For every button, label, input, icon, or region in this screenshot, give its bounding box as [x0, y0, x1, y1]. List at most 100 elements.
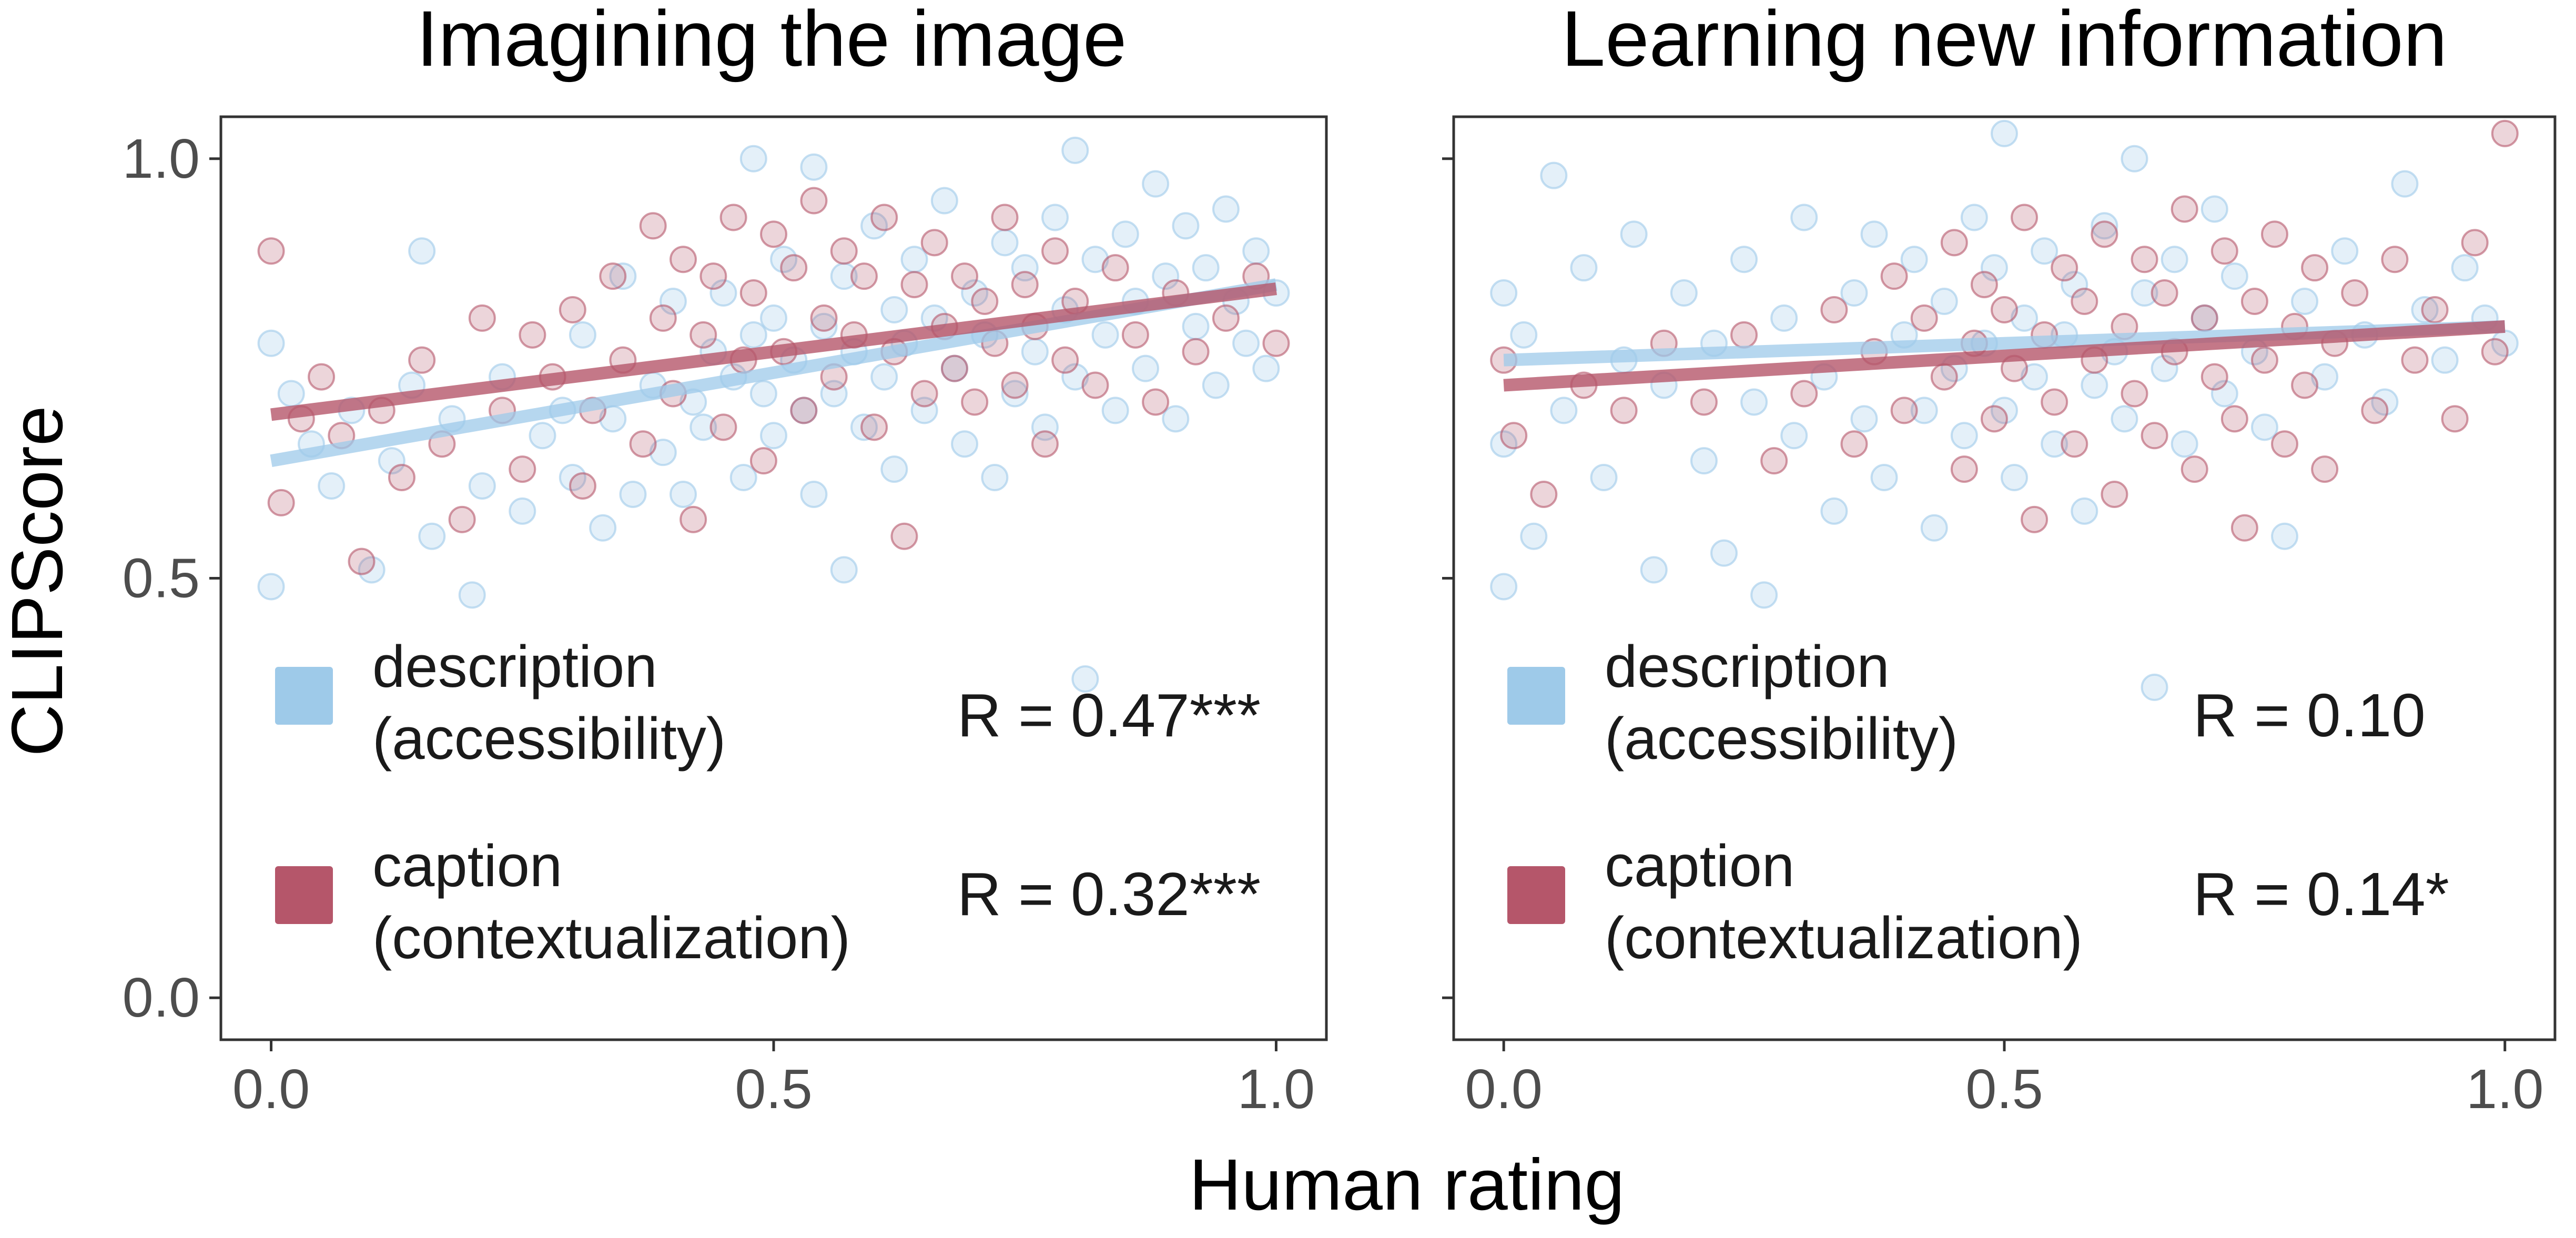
stat-caption: R = 0.14*	[2193, 860, 2449, 928]
data-point	[2331, 237, 2359, 265]
axis-ticks: 0.0 0.5 1.0 0.0 0.5 1.0	[123, 128, 1315, 1120]
data-point	[2311, 363, 2339, 391]
data-point	[559, 296, 586, 323]
data-point	[2081, 371, 2108, 399]
data-point	[1172, 212, 1200, 240]
data-point	[1232, 329, 1260, 357]
data-point	[1182, 312, 1210, 340]
data-point	[2121, 380, 2148, 408]
data-point	[2101, 480, 2128, 508]
panel-border	[1452, 115, 2557, 1041]
legend-line: description	[372, 634, 657, 699]
data-point	[2091, 212, 2118, 240]
data-point	[1950, 455, 1978, 483]
data-point	[1001, 380, 1029, 408]
data-point	[2200, 363, 2228, 391]
data-point	[2051, 254, 2078, 282]
data-point	[749, 380, 777, 408]
data-point	[649, 304, 677, 332]
data-point	[830, 556, 858, 584]
legend: description (accessibility) R = 0.47*** c…	[275, 634, 1261, 971]
legend-line: caption	[1605, 833, 1794, 899]
legend: description (accessibility) R = 0.10 capt…	[1507, 634, 2449, 971]
legend-swatch-caption	[1507, 866, 1565, 924]
legend-line: (accessibility)	[1605, 706, 1958, 772]
data-point	[1061, 136, 1089, 164]
data-point	[2230, 514, 2258, 542]
data-point	[1690, 388, 1718, 416]
data-point	[719, 204, 747, 231]
data-point	[1530, 480, 1558, 508]
data-point	[1820, 296, 1848, 323]
data-point	[2001, 464, 2029, 492]
data-point	[2271, 522, 2299, 550]
series-caption	[257, 187, 1290, 575]
x-tick-label: 0.5	[1965, 1058, 2043, 1120]
data-point	[1670, 279, 1698, 307]
data-point	[709, 279, 737, 307]
data-point	[2171, 195, 2198, 223]
data-point	[589, 514, 617, 542]
data-point	[2210, 237, 2238, 265]
data-point	[2411, 296, 2439, 323]
data-point	[2200, 195, 2228, 223]
data-point	[830, 237, 858, 265]
data-point	[1101, 397, 1129, 424]
data-point	[1790, 204, 1818, 231]
data-point	[1540, 161, 1568, 189]
regression-lines	[270, 278, 1277, 467]
data-point	[2041, 430, 2068, 458]
data-point	[569, 472, 596, 500]
data-point	[1041, 204, 1069, 231]
data-point	[1991, 119, 2018, 147]
data-point	[670, 246, 697, 273]
data-point	[1840, 430, 1868, 458]
data-point	[760, 304, 787, 332]
legend-swatch-caption	[275, 866, 333, 924]
data-point	[1021, 338, 1049, 366]
x-tick-label: 1.0	[2466, 1058, 2543, 1120]
data-point	[670, 480, 697, 508]
data-point	[2481, 338, 2509, 366]
data-point	[1132, 354, 1160, 382]
data-point	[639, 212, 667, 240]
data-point	[951, 262, 979, 290]
data-point	[1870, 464, 1898, 492]
data-point	[689, 413, 717, 441]
data-point	[689, 321, 717, 349]
legend-label-caption: caption (contextualization)	[372, 833, 850, 971]
y-tick-label: 0.5	[123, 547, 200, 610]
data-point	[760, 220, 787, 248]
x-tick-label: 1.0	[1238, 1058, 1315, 1120]
data-point	[308, 363, 336, 391]
regression-lines	[1503, 320, 2506, 392]
legend-line: caption	[372, 833, 562, 899]
data-point	[2161, 246, 2188, 273]
data-point	[277, 380, 305, 408]
data-point	[388, 464, 415, 492]
data-point	[1730, 321, 1758, 349]
data-point	[1840, 279, 1868, 307]
data-point	[860, 413, 888, 441]
data-point	[1121, 321, 1149, 349]
data-point	[1740, 388, 1768, 416]
x-axis-title: Human rating	[1189, 1144, 1625, 1225]
data-point	[1001, 371, 1029, 399]
stat-description: R = 0.10	[2193, 681, 2426, 749]
data-point	[348, 547, 376, 575]
data-point	[1890, 397, 1918, 424]
data-point	[739, 321, 767, 349]
y-tick-label: 0.0	[123, 967, 200, 1029]
legend-label-caption: caption (contextualization)	[1605, 833, 2083, 971]
data-point	[569, 321, 596, 349]
data-point	[2250, 413, 2278, 441]
data-point	[760, 422, 787, 450]
data-point	[1061, 363, 1089, 391]
data-point	[890, 522, 918, 550]
data-point	[2271, 430, 2299, 458]
data-point	[749, 447, 777, 475]
data-point	[1142, 170, 1170, 198]
data-point	[800, 153, 828, 181]
data-point	[318, 472, 346, 500]
regression-line-caption	[270, 282, 1277, 421]
